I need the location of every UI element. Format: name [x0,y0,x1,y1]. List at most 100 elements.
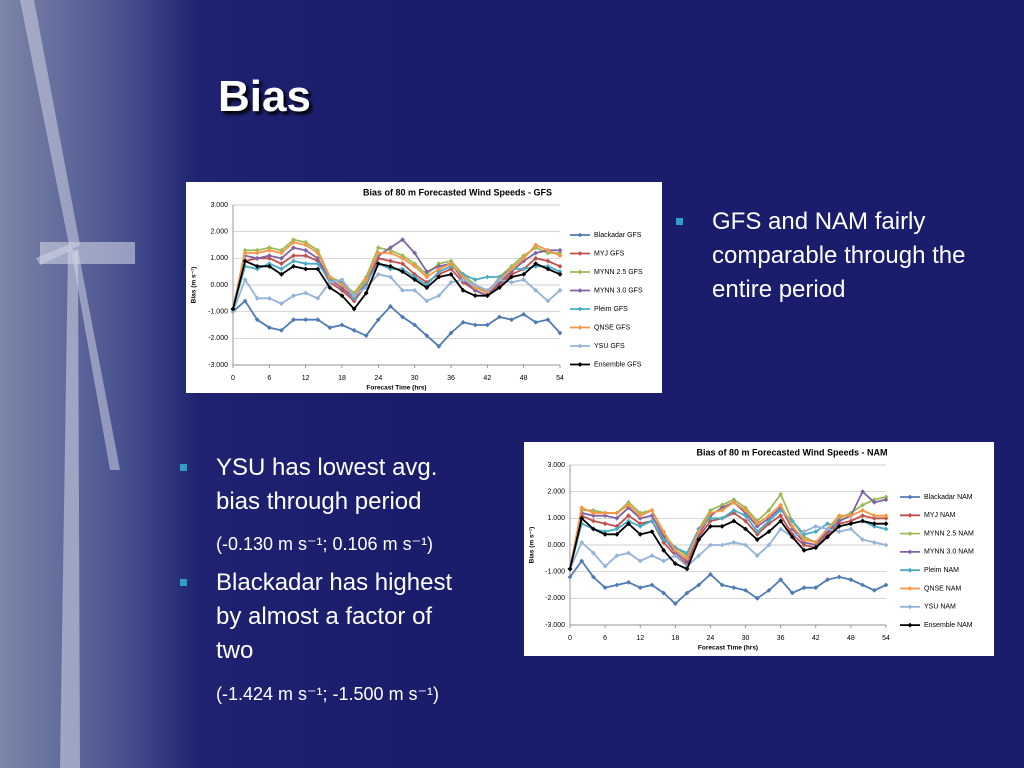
bullet-marker [180,579,187,586]
data-point [789,531,795,537]
data-point [743,507,748,513]
data-point [719,582,725,588]
data-point [579,505,585,511]
data-point [766,542,772,548]
data-point [754,595,760,601]
data-point [266,295,272,301]
data-point [400,269,405,275]
data-point [871,539,877,545]
data-point [708,523,713,529]
bullet-detail: (-1.424 m s⁻¹; -1.500 m s⁻¹) [216,684,440,704]
data-point [778,526,784,532]
bullet-text: YSU has lowest avg. bias through period [216,454,438,515]
legend-marker [907,549,913,555]
data-point [242,277,248,283]
data-point [266,253,272,259]
legend-label: YSU NAM [924,604,956,611]
data-point [778,513,784,519]
data-point [754,553,760,559]
data-point [661,539,667,545]
data-point [545,266,551,272]
data-point [836,515,842,521]
data-point [708,542,713,548]
data-point [696,529,702,535]
x-tick-label: 42 [483,375,491,382]
series-line [232,254,561,310]
data-point [743,505,748,511]
data-point [388,250,393,256]
data-point [351,298,357,304]
data-point [545,247,551,253]
legend-marker [577,232,583,238]
data-point [388,263,393,269]
data-point [789,526,795,532]
legend-label: MYNN 3.0 NAM [924,549,974,556]
data-point [315,317,321,323]
data-point [743,513,748,519]
nam-chart: Bias of 80 m Forecasted Wind Speeds - NA… [524,442,994,656]
data-point [649,513,655,519]
legend-label: MYNN 2.5 GFS [594,269,643,276]
x-tick-label: 6 [267,375,271,382]
x-tick-label: 24 [707,635,715,642]
data-point [436,261,442,267]
series-line [232,299,561,348]
data-point [684,555,690,561]
data-point [591,550,596,556]
data-point [754,523,760,529]
data-point [412,271,418,277]
x-tick-label: 36 [447,375,455,382]
data-point [279,247,284,253]
data-point [315,258,321,264]
data-point [672,601,678,607]
data-point [557,253,563,259]
y-axis-label: Bias (m s⁻¹) [529,527,536,564]
data-point [672,550,678,556]
data-point [557,271,563,277]
data-point [661,547,667,553]
data-point [266,263,272,269]
y-tick-label: -2.000 [208,335,228,342]
bullet: GFS and NAM fairly comparable through th… [676,205,987,307]
data-point [731,507,737,513]
series-line [569,516,886,571]
series-line [569,509,887,570]
data-point [557,250,563,256]
data-point [591,526,596,532]
data-point [436,343,442,349]
data-point [521,277,527,283]
data-point [279,271,284,277]
x-tick-label: 48 [847,635,855,642]
data-point [602,513,608,519]
legend-marker [577,251,583,256]
data-point [279,301,284,307]
legend-label: Blackadar GFS [594,232,642,239]
data-point [649,529,655,535]
data-point [614,553,620,559]
data-point [789,534,795,540]
x-tick-label: 6 [603,635,607,642]
data-point [448,330,454,336]
data-point [436,269,442,275]
data-point [327,325,333,331]
data-point [743,542,748,548]
data-point [871,587,877,593]
data-point [400,287,405,293]
data-point [351,293,357,299]
chart-title: Bias of 80 m Forecasted Wind Speeds - NA… [697,447,888,457]
data-point [778,502,784,508]
data-point [545,258,551,264]
data-point [472,287,478,293]
data-point [602,585,608,591]
data-point [743,526,748,532]
data-point [602,531,608,537]
data-point [883,497,889,503]
data-point [484,274,490,280]
data-point [871,523,877,529]
data-point [637,558,643,564]
data-point [315,250,321,256]
data-point [883,494,889,500]
series-line [232,259,561,311]
data-point [303,317,309,323]
data-point [557,330,563,336]
